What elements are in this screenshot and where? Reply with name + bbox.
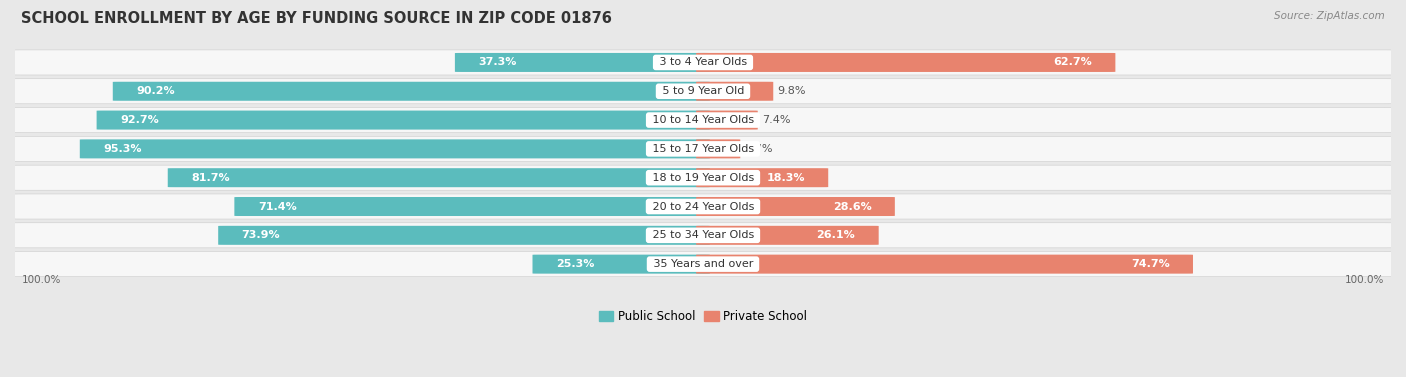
FancyBboxPatch shape xyxy=(80,139,710,158)
Text: 37.3%: 37.3% xyxy=(478,57,516,67)
FancyBboxPatch shape xyxy=(112,82,710,101)
FancyBboxPatch shape xyxy=(8,223,1398,248)
Text: 35 Years and over: 35 Years and over xyxy=(650,259,756,269)
Text: 18 to 19 Year Olds: 18 to 19 Year Olds xyxy=(648,173,758,183)
Text: 74.7%: 74.7% xyxy=(1130,259,1170,269)
Text: 25 to 34 Year Olds: 25 to 34 Year Olds xyxy=(648,230,758,240)
FancyBboxPatch shape xyxy=(533,254,710,274)
FancyBboxPatch shape xyxy=(97,110,710,130)
FancyBboxPatch shape xyxy=(696,53,1115,72)
FancyBboxPatch shape xyxy=(235,197,710,216)
Text: 9.8%: 9.8% xyxy=(778,86,806,96)
Text: 28.6%: 28.6% xyxy=(832,202,872,211)
FancyBboxPatch shape xyxy=(696,226,879,245)
Text: 73.9%: 73.9% xyxy=(242,230,280,240)
FancyBboxPatch shape xyxy=(8,107,1398,133)
FancyBboxPatch shape xyxy=(8,165,1398,190)
Text: 7.4%: 7.4% xyxy=(762,115,790,125)
FancyBboxPatch shape xyxy=(696,82,773,101)
FancyBboxPatch shape xyxy=(8,79,1398,104)
FancyBboxPatch shape xyxy=(167,168,710,187)
Text: Source: ZipAtlas.com: Source: ZipAtlas.com xyxy=(1274,11,1385,21)
Text: 4.7%: 4.7% xyxy=(744,144,773,154)
FancyBboxPatch shape xyxy=(8,136,1398,161)
Legend: Public School, Private School: Public School, Private School xyxy=(593,305,813,328)
FancyBboxPatch shape xyxy=(8,251,1398,277)
FancyBboxPatch shape xyxy=(8,50,1398,75)
Text: 95.3%: 95.3% xyxy=(103,144,142,154)
Text: 10 to 14 Year Olds: 10 to 14 Year Olds xyxy=(648,115,758,125)
FancyBboxPatch shape xyxy=(8,194,1398,219)
Text: 71.4%: 71.4% xyxy=(257,202,297,211)
FancyBboxPatch shape xyxy=(696,139,741,158)
Text: 90.2%: 90.2% xyxy=(136,86,174,96)
Text: 15 to 17 Year Olds: 15 to 17 Year Olds xyxy=(648,144,758,154)
Text: 5 to 9 Year Old: 5 to 9 Year Old xyxy=(658,86,748,96)
Text: 26.1%: 26.1% xyxy=(817,230,855,240)
FancyBboxPatch shape xyxy=(696,168,828,187)
FancyBboxPatch shape xyxy=(696,110,758,130)
Text: 62.7%: 62.7% xyxy=(1053,57,1092,67)
Text: 100.0%: 100.0% xyxy=(1344,275,1384,285)
FancyBboxPatch shape xyxy=(696,254,1192,274)
Text: 3 to 4 Year Olds: 3 to 4 Year Olds xyxy=(655,57,751,67)
Text: SCHOOL ENROLLMENT BY AGE BY FUNDING SOURCE IN ZIP CODE 01876: SCHOOL ENROLLMENT BY AGE BY FUNDING SOUR… xyxy=(21,11,612,26)
Text: 100.0%: 100.0% xyxy=(22,275,62,285)
Text: 25.3%: 25.3% xyxy=(555,259,595,269)
FancyBboxPatch shape xyxy=(218,226,710,245)
FancyBboxPatch shape xyxy=(696,197,894,216)
Text: 81.7%: 81.7% xyxy=(191,173,229,183)
Text: 20 to 24 Year Olds: 20 to 24 Year Olds xyxy=(648,202,758,211)
Text: 92.7%: 92.7% xyxy=(120,115,159,125)
Text: 18.3%: 18.3% xyxy=(766,173,804,183)
FancyBboxPatch shape xyxy=(456,53,710,72)
